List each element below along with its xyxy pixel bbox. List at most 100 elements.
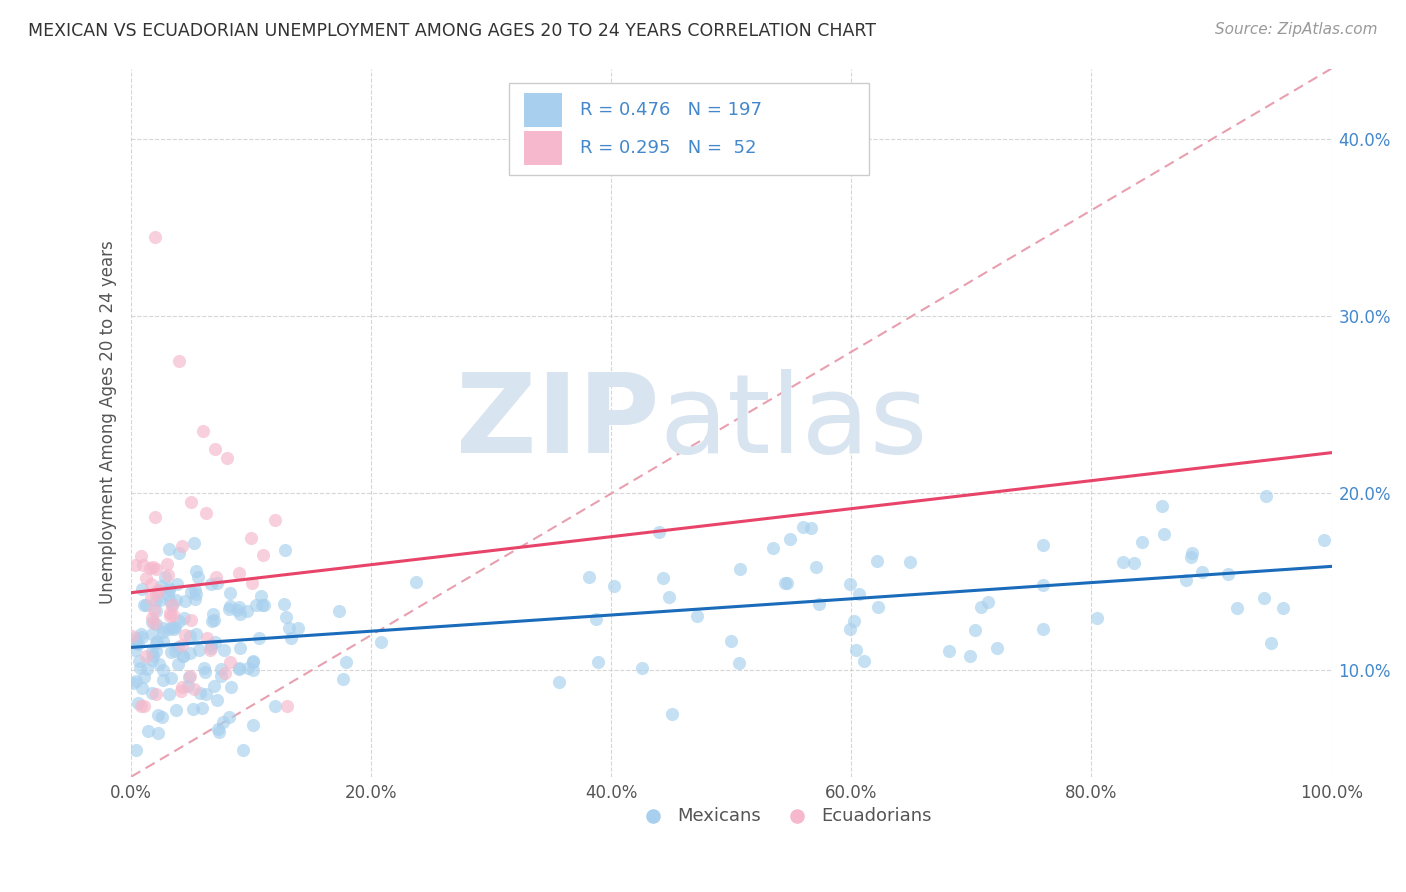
Point bbox=[160, 645, 183, 659]
Point bbox=[131, 630, 153, 644]
Point bbox=[209, 669, 232, 683]
Point bbox=[145, 688, 167, 702]
Point bbox=[145, 636, 167, 650]
Point bbox=[157, 582, 180, 597]
Point bbox=[125, 633, 148, 648]
Point bbox=[149, 593, 172, 607]
Point bbox=[651, 571, 673, 585]
Point bbox=[221, 680, 243, 694]
Point bbox=[132, 598, 155, 612]
Point bbox=[1032, 578, 1054, 592]
Point bbox=[146, 583, 169, 598]
Point bbox=[1150, 499, 1173, 513]
Point bbox=[177, 679, 200, 693]
Point bbox=[129, 698, 152, 713]
Point bbox=[263, 699, 285, 714]
Point bbox=[1216, 566, 1239, 581]
Point bbox=[548, 674, 571, 689]
Point bbox=[159, 606, 181, 620]
Point bbox=[242, 663, 264, 677]
Point bbox=[121, 629, 143, 643]
Point bbox=[162, 607, 184, 622]
Point bbox=[658, 590, 681, 604]
Point bbox=[202, 679, 225, 693]
Point bbox=[219, 599, 242, 614]
Text: Mexicans: Mexicans bbox=[678, 806, 761, 824]
Point bbox=[156, 567, 179, 582]
Point bbox=[212, 642, 235, 657]
Point bbox=[603, 579, 626, 593]
Point bbox=[195, 687, 218, 701]
Point bbox=[167, 546, 190, 560]
Point bbox=[179, 669, 201, 683]
Point bbox=[200, 638, 222, 652]
Point bbox=[775, 575, 797, 590]
Point bbox=[153, 570, 176, 584]
Point bbox=[132, 558, 155, 572]
Point bbox=[214, 665, 236, 680]
Point bbox=[1153, 527, 1175, 541]
Point bbox=[157, 581, 180, 595]
Point bbox=[804, 560, 827, 574]
Point bbox=[219, 586, 242, 600]
Point bbox=[800, 520, 823, 534]
Point bbox=[209, 662, 232, 676]
Point bbox=[183, 681, 205, 696]
Point bbox=[208, 724, 231, 739]
Point bbox=[1181, 545, 1204, 559]
Point bbox=[136, 723, 159, 738]
Point bbox=[141, 653, 163, 667]
Point bbox=[762, 541, 785, 556]
Point bbox=[156, 558, 179, 572]
Y-axis label: Unemployment Among Ages 20 to 24 years: Unemployment Among Ages 20 to 24 years bbox=[100, 241, 117, 605]
Point bbox=[839, 622, 862, 636]
Point bbox=[131, 681, 153, 695]
Point bbox=[125, 635, 148, 649]
Point bbox=[139, 591, 162, 605]
Point bbox=[986, 640, 1008, 655]
Point bbox=[183, 582, 205, 597]
Point bbox=[405, 575, 427, 590]
Point bbox=[328, 604, 350, 618]
Point bbox=[188, 643, 211, 657]
Point bbox=[1271, 601, 1294, 615]
Point bbox=[228, 566, 250, 580]
Point bbox=[125, 674, 148, 689]
Point bbox=[842, 615, 865, 629]
Point bbox=[240, 575, 263, 590]
Point bbox=[792, 520, 814, 534]
Point bbox=[332, 672, 354, 686]
Point bbox=[963, 623, 986, 637]
Point bbox=[135, 648, 157, 663]
Point bbox=[585, 612, 607, 626]
Point bbox=[938, 644, 960, 658]
Point bbox=[188, 686, 211, 700]
Point bbox=[174, 628, 197, 642]
Point bbox=[1312, 533, 1334, 547]
Point bbox=[146, 708, 169, 723]
Point bbox=[848, 587, 870, 601]
Point bbox=[157, 687, 180, 701]
Point bbox=[136, 662, 159, 676]
Point bbox=[146, 726, 169, 740]
Point bbox=[253, 599, 276, 613]
Point bbox=[727, 656, 749, 670]
Point bbox=[160, 671, 183, 685]
Point bbox=[207, 693, 229, 707]
Point bbox=[204, 442, 226, 457]
Point bbox=[167, 657, 190, 672]
Point bbox=[229, 607, 252, 621]
Point bbox=[143, 229, 166, 244]
Point bbox=[145, 562, 167, 576]
Point bbox=[277, 621, 299, 635]
Point bbox=[276, 610, 298, 624]
Point bbox=[370, 634, 392, 648]
Point bbox=[125, 632, 148, 646]
Point bbox=[242, 654, 264, 668]
Point bbox=[172, 649, 194, 664]
Point bbox=[142, 559, 165, 574]
Point bbox=[845, 642, 868, 657]
Text: MEXICAN VS ECUADORIAN UNEMPLOYMENT AMONG AGES 20 TO 24 YEARS CORRELATION CHART: MEXICAN VS ECUADORIAN UNEMPLOYMENT AMONG… bbox=[28, 22, 876, 40]
Point bbox=[142, 603, 165, 617]
Point bbox=[207, 722, 229, 736]
